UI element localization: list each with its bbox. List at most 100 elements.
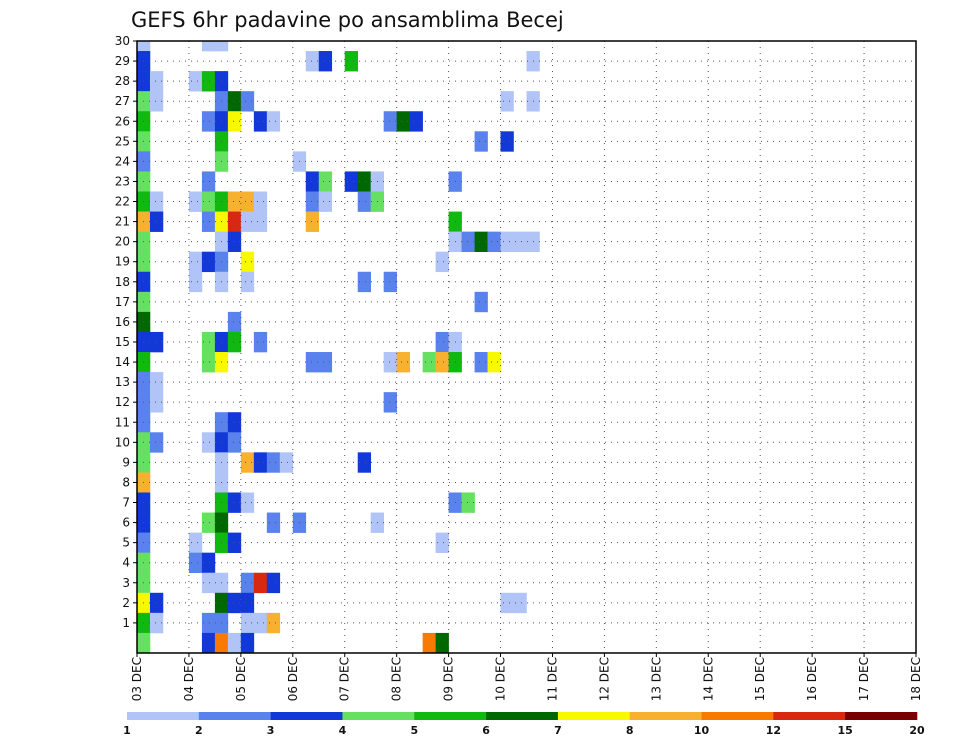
heatmap-cell [227, 592, 242, 614]
heatmap-cell [188, 271, 203, 293]
heatmap-cell [253, 191, 268, 212]
heatmap-cell [227, 492, 242, 513]
heatmap-cell [305, 352, 320, 373]
y-tick-label: 9 [122, 455, 130, 469]
heatmap-cell [201, 71, 216, 92]
y-tick-label: 29 [115, 54, 130, 68]
y-tick-label: 12 [115, 395, 130, 409]
heatmap-cell [149, 331, 164, 353]
colorbar-label: 6 [482, 724, 490, 737]
heatmap-cell [253, 612, 268, 634]
heatmap-cell [305, 171, 320, 192]
heatmap-cell [201, 612, 216, 634]
y-tick-label: 2 [122, 596, 130, 610]
heatmap-cell [240, 492, 255, 513]
heatmap-cell [201, 552, 216, 574]
heatmap-cell [266, 512, 281, 533]
chart-title: GEFS 6hr padavine po ansamblima Becej [131, 8, 564, 32]
heatmap-cell [149, 432, 164, 453]
x-tick-label: 18 DEC [909, 657, 923, 701]
heatmap-cell [357, 452, 371, 473]
y-tick-label: 23 [115, 174, 130, 188]
colorbar-label: 3 [267, 724, 275, 737]
heatmap-cell [227, 211, 242, 232]
heatmap-cell [305, 191, 320, 212]
heatmap-cell [318, 352, 333, 373]
heatmap-cell [487, 352, 501, 373]
heatmap-cell [266, 111, 281, 132]
colorbar-label: 12 [766, 724, 781, 737]
heatmap-cell [201, 211, 216, 232]
heatmap-cell [253, 211, 268, 232]
y-tick-label: 6 [122, 516, 130, 530]
heatmap-cell [266, 612, 281, 634]
heatmap-cell [474, 131, 488, 152]
y-tick-label: 28 [115, 74, 130, 88]
heatmap-cell [435, 331, 449, 353]
heatmap-cell [266, 572, 281, 594]
heatmap-cell [266, 452, 281, 473]
heatmap-cell [149, 612, 164, 634]
y-tick-label: 17 [115, 295, 130, 309]
y-tick-label: 1 [122, 616, 130, 630]
heatmap-cell [500, 231, 514, 252]
y-tick-label: 15 [115, 335, 130, 349]
heatmap-cell [513, 592, 527, 614]
heatmap-cell [357, 191, 371, 212]
heatmap-cell [149, 191, 164, 212]
y-tick-label: 19 [115, 255, 130, 269]
x-tick-label: 07 DEC [338, 657, 352, 701]
heatmap-cell [383, 392, 397, 413]
heatmap-cell [201, 111, 216, 132]
colorbar-label: 20 [909, 724, 925, 737]
y-tick-label: 24 [115, 154, 130, 168]
colorbar-label: 2 [195, 724, 203, 737]
heatmap-cell [318, 51, 333, 72]
heatmap-cell [500, 91, 514, 112]
heatmap-cell [201, 572, 216, 594]
heatmap-cell [487, 231, 501, 252]
colorbar-label: 4 [339, 724, 347, 737]
heatmap-cell [253, 111, 268, 132]
heatmap-cell [240, 211, 255, 232]
heatmap-cell [500, 131, 514, 152]
heatmap-cell [137, 41, 151, 52]
heatmap-cell [227, 412, 242, 433]
plot-frame [136, 40, 917, 654]
heatmap-cell [422, 352, 436, 373]
heatmap-cell [188, 251, 203, 273]
heatmap-cell [253, 452, 268, 473]
y-tick-label: 8 [122, 475, 130, 489]
heatmap-cell [253, 572, 268, 594]
x-tick-label: 17 DEC [857, 657, 871, 701]
heatmap-cell [396, 352, 410, 373]
heatmap-cell [201, 432, 216, 453]
heatmap-cell [149, 372, 164, 393]
x-tick-label: 14 DEC [701, 657, 715, 701]
heatmap-cell [201, 171, 216, 192]
heatmap-cell [240, 271, 255, 293]
heatmap-cell [227, 191, 242, 212]
heatmap-cell [383, 271, 397, 293]
y-tick-label: 3 [122, 576, 130, 590]
heatmap-cell [201, 41, 216, 52]
y-tick-label: 11 [115, 415, 130, 429]
heatmap-cell [500, 592, 514, 614]
colorbar-swatch [845, 712, 918, 720]
heatmap-cell [409, 111, 423, 132]
colorbar-swatch [270, 712, 343, 720]
heatmap-cell [474, 231, 488, 252]
y-tick-labels: 1234567891011121314151617181920212223242… [115, 34, 130, 630]
heatmap-cell [318, 171, 333, 192]
y-tick-label: 22 [115, 195, 130, 209]
heatmap-cell [422, 632, 436, 654]
heatmap-cell [461, 492, 475, 513]
x-tick-label: 05 DEC [234, 657, 248, 701]
heatmap-cell [149, 91, 164, 112]
heatmap-cell [214, 41, 229, 52]
heatmap-cell [227, 632, 242, 654]
x-tick-label: 13 DEC [649, 657, 663, 701]
heatmap-cell [461, 231, 475, 252]
y-tick-label: 30 [115, 34, 130, 48]
